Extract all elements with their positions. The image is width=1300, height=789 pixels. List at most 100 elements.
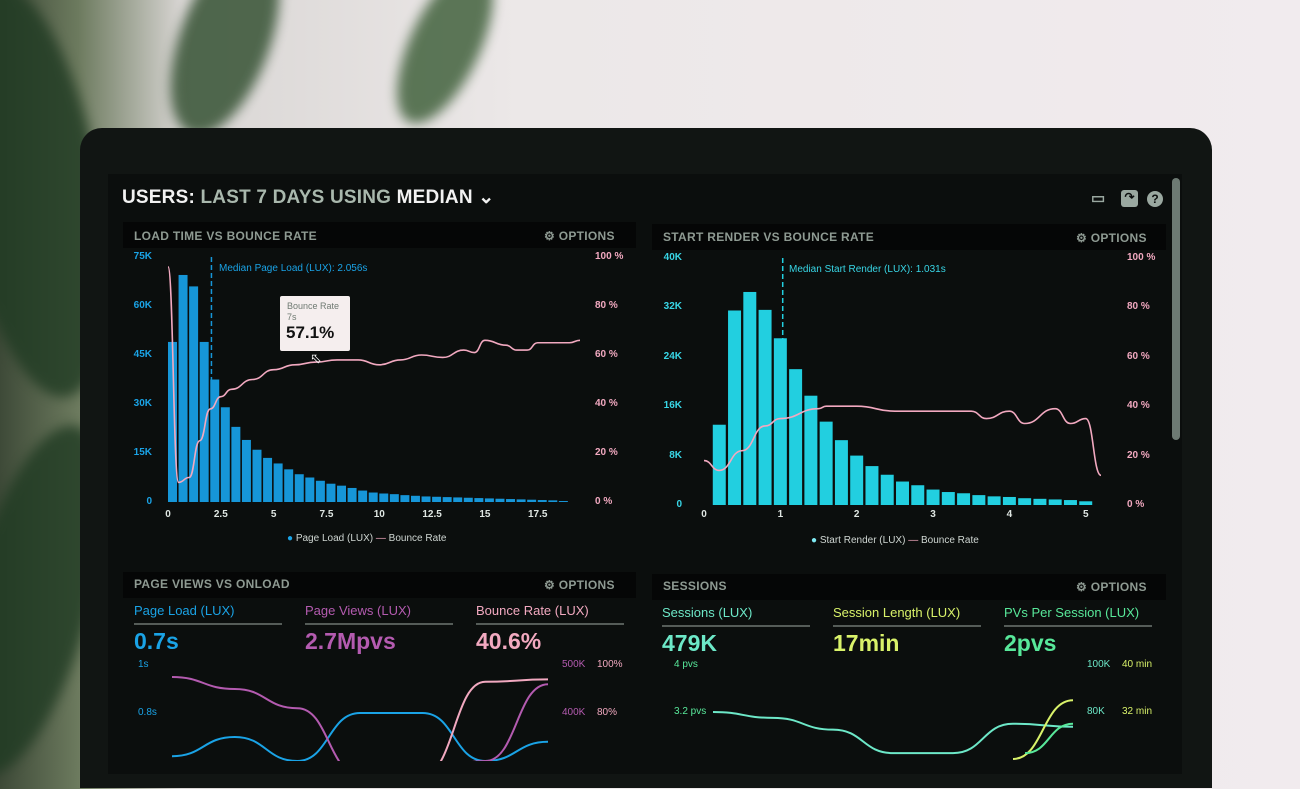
bar — [1079, 501, 1093, 505]
y3-tick-label: 32 min — [1122, 706, 1153, 717]
bar — [987, 496, 1001, 505]
median-annotation: Median Start Render (LUX): 1.031s — [789, 264, 946, 275]
metric-value: 2.7Mpvs — [305, 628, 396, 654]
y2-tick-label: 80 % — [595, 300, 618, 311]
metric-label: Page Load (LUX) — [134, 603, 235, 618]
bar — [941, 492, 955, 505]
y-tick-label: 0.8s — [138, 707, 157, 718]
y2-tick-label: 0 % — [1127, 499, 1145, 510]
options-button[interactable]: ⚙ OPTIONS — [1076, 580, 1147, 594]
metric-divider — [833, 625, 981, 627]
bar — [712, 424, 726, 505]
bar — [537, 500, 547, 502]
bar — [178, 274, 188, 502]
series-line — [1012, 699, 1074, 760]
x-tick-label: 1 — [777, 509, 784, 520]
scrollbar[interactable] — [1172, 178, 1180, 440]
gear-icon: ⚙ — [1076, 580, 1088, 594]
panel-header — [123, 572, 636, 598]
bar — [743, 291, 757, 505]
metric-value: 17min — [833, 630, 900, 656]
metric-label: Page Views (LUX) — [305, 603, 411, 618]
metric-label: Sessions (LUX) — [662, 605, 753, 620]
y-tick-label: 40K — [663, 252, 682, 263]
x-tick-label: 0 — [165, 509, 171, 520]
bar — [880, 474, 894, 505]
x-tick-label: 15 — [479, 509, 491, 520]
bar — [1033, 498, 1047, 505]
y-tick-label: 3.2 pvs — [674, 706, 707, 717]
bar — [432, 496, 442, 502]
y2-tick-label: 40 % — [1127, 400, 1150, 412]
bar — [1002, 496, 1016, 505]
options-button[interactable]: ⚙ OPTIONS — [544, 578, 615, 592]
metric-divider — [1004, 625, 1152, 627]
y3-tick-label: 80% — [597, 707, 618, 718]
mouse-cursor-icon: ⬁ — [310, 350, 322, 366]
bar — [337, 485, 347, 502]
help-icon[interactable]: ? — [1147, 191, 1163, 207]
bar — [1048, 499, 1062, 505]
panel-title: SESSIONS — [663, 579, 727, 593]
legend-dot-icon: ● — [811, 535, 818, 546]
series-line — [171, 712, 549, 761]
y-tick-label: 32K — [663, 301, 682, 313]
options-button[interactable]: ⚙ OPTIONS — [544, 229, 615, 243]
x-tick-label: 12.5 — [422, 509, 442, 520]
dashboard-title[interactable]: USERS: LAST 7 DAYS USING MEDIAN ⌄ — [122, 187, 495, 208]
x-tick-label: 5 — [270, 509, 277, 520]
bar — [400, 495, 410, 502]
share-icon[interactable]: ↷ — [1121, 190, 1138, 207]
bar — [252, 449, 262, 502]
metric-value: 2pvs — [1004, 630, 1057, 656]
bar — [865, 466, 879, 505]
y2-tick-label: 400K — [562, 707, 586, 718]
x-tick-label: 10 — [373, 509, 385, 520]
bar — [789, 369, 803, 505]
bar — [926, 489, 940, 505]
metric-divider — [476, 623, 624, 625]
bar — [972, 495, 986, 505]
series-line — [1024, 722, 1074, 755]
bar — [527, 499, 537, 502]
y2-tick-label: 60 % — [1127, 350, 1150, 362]
bar — [495, 498, 505, 502]
metric-divider — [305, 623, 453, 625]
bounce-rate-line — [167, 266, 581, 484]
y-tick-label: 75K — [133, 251, 152, 262]
bar — [548, 500, 558, 502]
legend: ● Page Load (LUX) — Bounce Rate — [287, 533, 447, 544]
metric-label: Bounce Rate (LUX) — [476, 603, 589, 618]
y2-tick-label: 80K — [1087, 706, 1105, 717]
bar — [305, 477, 315, 502]
y2-tick-label: 100 % — [1127, 252, 1156, 263]
panel-header — [652, 574, 1166, 600]
x-tick-label: 4 — [1006, 509, 1013, 520]
chevron-down-icon[interactable]: ⌄ — [478, 187, 495, 208]
metric-label: PVs Per Session (LUX) — [1004, 605, 1140, 620]
panel-header — [652, 224, 1166, 250]
y-tick-label: 0 — [676, 499, 682, 510]
metric-divider — [662, 625, 810, 627]
bar — [442, 497, 452, 502]
bar — [347, 487, 357, 502]
bar — [284, 469, 294, 502]
metric-value: 40.6% — [476, 628, 542, 654]
bar — [294, 474, 304, 502]
monitor-icon[interactable]: ▭ — [1091, 190, 1106, 207]
y-tick-label: 30K — [133, 398, 152, 409]
series-line — [439, 678, 549, 761]
x-tick-label: 3 — [930, 509, 936, 520]
x-tick-label: 0 — [701, 509, 707, 520]
series-line — [171, 676, 549, 761]
y3-tick-label: 100% — [597, 659, 623, 670]
metric-value: 0.7s — [134, 628, 179, 654]
y-tick-label: 4 pvs — [674, 659, 698, 670]
panel-title: START RENDER VS BOUNCE RATE — [663, 230, 874, 244]
options-button[interactable]: ⚙ OPTIONS — [1076, 231, 1147, 245]
x-tick-label: 2 — [853, 509, 860, 520]
metric-label: Session Length (LUX) — [833, 605, 961, 620]
x-tick-label: 5 — [1082, 509, 1089, 520]
bar — [315, 480, 325, 502]
legend: ● Start Render (LUX) — Bounce Rate — [811, 535, 979, 546]
